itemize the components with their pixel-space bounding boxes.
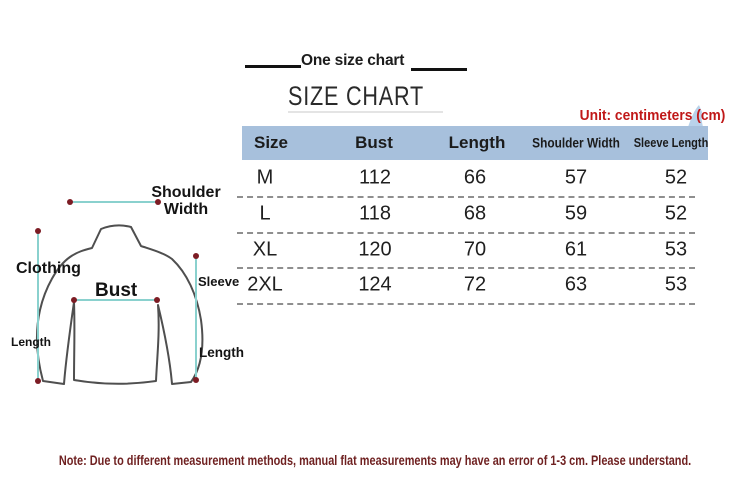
table-row-xl: XL 120 70 61 53 [237, 232, 695, 269]
cell-bust: 118 [359, 202, 391, 225]
cell-shoulder-width: 59 [564, 202, 588, 225]
cell-bust: 112 [359, 166, 391, 189]
table-row-m: M 112 66 57 52 [237, 160, 695, 198]
cell-bust: 124 [358, 273, 392, 296]
cell-sleeve-length: 53 [664, 273, 688, 296]
garment-diagram [35, 199, 204, 385]
table-row-l: L 118 68 59 52 [237, 196, 695, 234]
cell-length: 68 [463, 202, 487, 225]
title-underline [288, 111, 443, 113]
cell-length: 70 [463, 238, 487, 260]
size-table-header-row: Size Bust Length Shoulder Width Sleeve L… [242, 126, 708, 160]
cell-sleeve-length: 52 [664, 202, 688, 225]
jacket-outline [35, 224, 204, 385]
cell-size: M [256, 166, 274, 189]
col-header-bust: Bust [355, 133, 393, 152]
measure-endpoint-dots [35, 199, 199, 384]
label-length-left: Length [11, 335, 51, 349]
col-header-length: Length [448, 133, 506, 152]
cell-size: 2XL [247, 273, 283, 296]
tagline-text: One size chart [301, 52, 405, 69]
cell-size: XL [252, 238, 278, 260]
cell-shoulder-width: 63 [564, 273, 588, 296]
tagline-rule-left [245, 65, 301, 68]
label-clothing: Clothing [16, 260, 81, 277]
decorative-swoosh [687, 105, 704, 130]
cell-shoulder-width: 61 [564, 238, 588, 260]
cell-shoulder-width: 57 [564, 166, 588, 189]
label-bust: Bust [95, 280, 138, 301]
table-row-2xl: 2XL 124 72 63 53 [237, 267, 695, 305]
cell-bust: 120 [358, 238, 392, 260]
measurement-note: Note: Due to different measurement metho… [58, 452, 692, 468]
cell-sleeve-length: 52 [664, 166, 688, 189]
cell-length: 66 [463, 166, 487, 189]
col-header-size: Size [253, 133, 289, 152]
cell-size: L [259, 202, 271, 225]
tagline-rule-right [411, 68, 467, 71]
col-header-sleeve-length: Sleeve Length [633, 136, 709, 150]
col-header-shoulder-width: Shoulder Width [532, 135, 620, 151]
size-table: Size Bust Length Shoulder Width Sleeve L… [237, 126, 708, 306]
cell-sleeve-length: 53 [664, 238, 688, 260]
label-shoulder-width: Shoulder Width [151, 184, 221, 218]
label-sleeve: Sleeve [198, 274, 240, 289]
cell-length: 72 [463, 273, 487, 296]
label-length-right: Length [199, 345, 244, 360]
page-title: SIZE CHART [288, 81, 425, 111]
unit-label: Unit: centimeters (cm) [579, 107, 725, 124]
